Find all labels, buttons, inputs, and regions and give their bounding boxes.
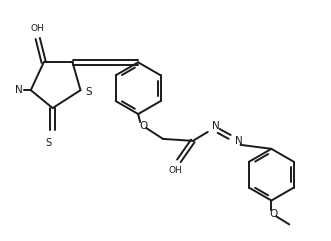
Text: OH: OH bbox=[31, 24, 45, 33]
Text: S: S bbox=[85, 87, 92, 97]
Text: O: O bbox=[139, 121, 147, 131]
Text: O: O bbox=[269, 209, 277, 220]
Text: OH: OH bbox=[168, 166, 182, 175]
Text: S: S bbox=[46, 138, 52, 148]
Text: N: N bbox=[15, 85, 23, 95]
Text: N: N bbox=[235, 136, 242, 146]
Text: N: N bbox=[212, 121, 219, 131]
